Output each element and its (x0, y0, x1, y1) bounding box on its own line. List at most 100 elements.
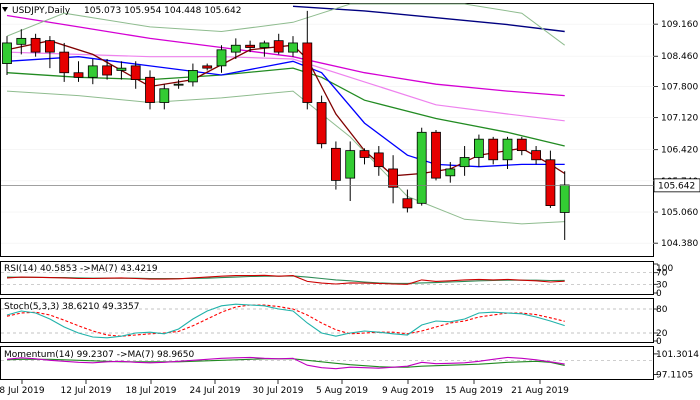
chart-header: USDJPY,Daily 105.073 105.954 104.448 105… (2, 6, 241, 16)
price-tick-label: 108.460 (661, 52, 698, 62)
current-price-label: 105.642 (658, 181, 695, 191)
momentum-axis: 101.3014 97.1105 (654, 350, 699, 381)
price-axis: 109.160108.460107.800107.120106.420105.7… (654, 20, 698, 249)
candle (102, 58, 112, 80)
indicator-tick-label: 100 (656, 264, 673, 274)
candle-body (59, 51, 70, 74)
stoch-d-line (6, 304, 565, 337)
candle (245, 40, 256, 53)
candle (373, 146, 384, 176)
candle (87, 58, 98, 85)
symbol-header: USDJPY,Daily (12, 6, 71, 16)
indicator-tick-label: 97.1105 (656, 371, 693, 381)
candle-body (116, 67, 127, 71)
candle-body (30, 37, 41, 53)
rsi-label: RSI(14) 40.5853 ->MA(7) 43.4219 (4, 264, 158, 274)
stochastic-panel: 80 200 Stoch(5,3,3) 38.6210 49.3357 (0, 298, 668, 347)
candle (159, 84, 170, 110)
candle (488, 136, 499, 165)
candle (259, 40, 270, 57)
date-tick-label: 18 Jul 2019 (126, 386, 177, 396)
candle (402, 189, 413, 213)
candle (302, 10, 313, 110)
candle-body (531, 150, 541, 161)
date-tick-label: 30 Jul 2019 (253, 386, 304, 396)
candle-body (402, 198, 413, 209)
candle-body (288, 42, 298, 53)
candle-body (130, 65, 141, 81)
candle (73, 61, 84, 82)
momentum-panel: 101.3014 97.1105 Momentum(14) 99.2307 ->M… (0, 346, 699, 381)
candle-body (302, 42, 313, 103)
candle-body (2, 42, 12, 64)
overlay-line (292, 5, 565, 33)
candle (187, 63, 198, 87)
candle (445, 162, 456, 183)
candle (545, 150, 556, 208)
price-tick-label: 106.420 (661, 146, 698, 156)
candle-body (102, 65, 112, 76)
candle-body (187, 70, 198, 83)
candle (459, 146, 470, 176)
candle (116, 61, 127, 80)
ohlc-header: 105.073 105.954 104.448 105.642 (84, 6, 241, 16)
indicator-tick-label: 0 (656, 337, 662, 347)
date-tick-label: 5 Aug 2019 (316, 386, 368, 396)
candle (345, 141, 356, 202)
stochastic-label: Stoch(5,3,3) 38.6210 49.3357 (4, 302, 139, 312)
momentum-label: Momentum(14) 99.2307 ->MA(7) 98.9650 (4, 350, 195, 360)
candle-body (16, 37, 27, 45)
candle (516, 136, 527, 156)
stochastic-lines (1, 303, 654, 339)
date-tick-label: 9 Aug 2019 (382, 386, 434, 396)
stoch-k-line (6, 303, 565, 339)
candle (202, 63, 213, 71)
price-gridlines (1, 23, 654, 244)
candle-body (373, 152, 384, 168)
header-triangle-icon (2, 7, 8, 12)
momentum-lines (1, 356, 654, 370)
candle-body (359, 150, 370, 158)
price-tick-label: 107.120 (661, 114, 698, 124)
current-price-tag: 105.642 (653, 178, 700, 193)
candle (216, 45, 227, 73)
candle-body (202, 65, 213, 69)
candle-body (259, 42, 270, 48)
candle-body (330, 147, 341, 181)
candle (359, 148, 370, 165)
rsi-lines (1, 272, 654, 285)
candle-body (559, 184, 570, 213)
candle (2, 36, 12, 76)
stochastic-axis: 80 200 (654, 305, 668, 347)
candle-body (445, 168, 456, 177)
date-tick-label: 15 Aug 2019 (445, 386, 503, 396)
candle-body (45, 40, 55, 53)
candle-body (345, 150, 356, 179)
date-tick-label: 21 Aug 2019 (511, 386, 569, 396)
candle (388, 155, 399, 204)
candle (230, 38, 241, 59)
candle-body (145, 76, 155, 103)
price-panel: 109.160108.460107.800107.120106.420105.7… (0, 3, 700, 257)
indicator-tick-label: 0 (656, 289, 662, 299)
date-tick-label: 24 Jul 2019 (190, 386, 241, 396)
candle (59, 42, 70, 82)
indicator-tick-label: 20 (656, 329, 668, 339)
candle (431, 130, 441, 181)
date-tick-label: 8 Jul 2019 (0, 386, 45, 396)
candle (502, 136, 513, 169)
candle (288, 36, 298, 57)
momentum-panel-frame (0, 346, 654, 380)
candle (45, 36, 55, 69)
overlay-line (6, 56, 565, 168)
candle-body (545, 159, 556, 206)
candle (16, 29, 27, 55)
candle-body (431, 131, 441, 179)
candle (330, 141, 341, 190)
candle (173, 79, 184, 89)
candle (531, 146, 541, 165)
candle-body (173, 83, 184, 86)
price-tick-label: 109.160 (661, 20, 698, 30)
candle-body (502, 138, 513, 161)
